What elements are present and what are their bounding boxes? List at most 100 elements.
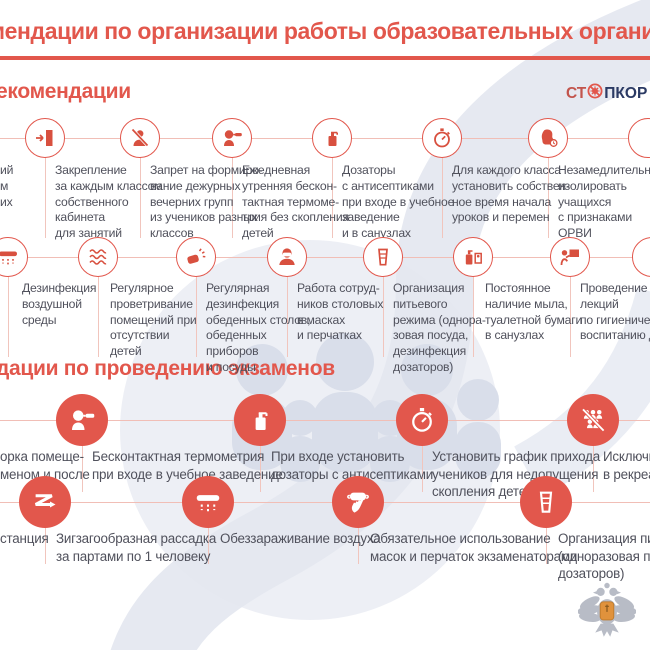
item-divider-line: [422, 420, 423, 492]
item-text-line: с признаками: [558, 210, 632, 225]
item-text-line: (одноразовая пос: [558, 548, 650, 564]
logo-text-prefix: СТ: [566, 84, 587, 102]
glass-icon: [363, 237, 403, 277]
item-divider-line: [546, 502, 547, 564]
item-text-line: Запрет на формиро-: [150, 163, 263, 177]
item-divider-line: [593, 420, 594, 492]
item-text-line: проветривание: [110, 296, 193, 311]
item-text-line: Дезинфекция: [22, 281, 97, 295]
item-text-line: питьевого: [393, 296, 448, 311]
item-text-line: классов: [150, 226, 194, 241]
no-crowd-icon: [567, 394, 619, 446]
item-text-line: орка помеще-: [0, 449, 84, 464]
no-virus-icon: [587, 83, 603, 104]
item-text-line: Регулярное: [110, 281, 174, 295]
item-text-line: масок и перчаток экзаменаторами: [370, 548, 578, 564]
recommendation-item: Исключить в рекреаци: [603, 448, 650, 483]
recommendation-item: Работа сотруд-ников столовых в масках и пе…: [297, 281, 383, 344]
item-text-line: трия без скопления: [242, 210, 349, 225]
connector-line: [0, 257, 650, 258]
recommendation-item: Дезинфекция воздушной среды: [22, 281, 96, 328]
item-text-line: Организация пить: [558, 531, 650, 546]
item-text-line: и в санузлах: [342, 226, 411, 241]
item-text-line: воспитанию дет: [580, 328, 650, 343]
item-divider-line: [442, 138, 443, 238]
recommendation-item: Установить график прихода учеников для не…: [432, 448, 600, 501]
recommendation-item: Дозаторы с антисептиками при входе в учебн…: [342, 163, 454, 242]
item-text-line: Организация: [393, 281, 465, 295]
item-text-line: учащихся: [558, 194, 612, 209]
zigzag-icon: [19, 476, 71, 528]
section-heading-general: екомендации: [0, 80, 131, 103]
item-text-line: утренняя бескон-: [242, 178, 337, 193]
dispenser-icon: [312, 118, 352, 158]
item-text-line: Незамедлительно: [558, 163, 650, 177]
item-text-line: ОРВИ: [558, 226, 592, 241]
page-title: мендации по организации работы образоват…: [0, 18, 650, 44]
item-text-line: и посуды: [206, 359, 256, 374]
recommendation-item: Для каждого класса установить собствен-но…: [452, 163, 570, 226]
item-text-line: вечерних групп: [150, 194, 234, 209]
recommendation-item: Бесконтактная термометрия при входе в уче…: [92, 448, 283, 483]
item-divider-line: [140, 138, 141, 238]
item-text-line: их: [0, 194, 13, 209]
recommendation-item: Регулярное проветривание помещений при отсу…: [110, 281, 197, 360]
thermometry-icon: [212, 118, 252, 158]
item-text-line: детей: [110, 344, 142, 359]
item-divider-line: [260, 420, 261, 492]
lecture-icon: [550, 237, 590, 277]
stopwatch-icon: [396, 394, 448, 446]
mask-worker-icon: [267, 237, 307, 277]
glass-icon: [520, 476, 572, 528]
partial-icon: [632, 237, 650, 277]
item-text-line: Работа сотруд-: [297, 281, 380, 295]
item-divider-line: [45, 502, 46, 564]
item-text-line: для занятий: [55, 226, 122, 241]
recommendation-item: Ежедневная утренняя бескон-тактная термом…: [242, 163, 349, 242]
item-divider-line: [98, 257, 99, 357]
dispenser-icon: [234, 394, 286, 446]
item-text-line: дозаторов): [558, 566, 625, 581]
item-divider-line: [45, 138, 46, 238]
soap-paper-icon: [453, 237, 493, 277]
item-text-line: воздушной: [22, 296, 82, 311]
item-text-line: дозаторов): [393, 359, 454, 374]
item-text-line: по гигиеническо: [580, 312, 650, 327]
item-divider-line: [358, 502, 359, 564]
item-text-line: при входе в учебное заведение: [92, 466, 283, 482]
item-text-line: с антисептиками: [342, 178, 434, 193]
item-text-line: учеников для недопущения: [432, 466, 599, 482]
item-text-line: тактная термоме-: [242, 194, 339, 209]
item-divider-line: [232, 138, 233, 238]
recommendation-item: Организация питьевого режима (однора-зовая…: [393, 281, 486, 376]
item-text-line: из учеников разных: [150, 210, 258, 225]
title-underline-bar: [0, 56, 650, 60]
wipe-icon: [176, 237, 216, 277]
item-text-line: уроков и перемен: [452, 210, 550, 225]
item-text-line: отсутствии: [110, 328, 170, 343]
item-text-line: кабинета: [55, 210, 105, 225]
recommendation-item: Обязательное использование масок и перчат…: [370, 530, 577, 565]
item-text-line: Проведение: [580, 281, 648, 295]
item-text-line: при входе в учебное: [342, 194, 455, 209]
recommendation-item: Закрепление за каждым классом собственного…: [55, 163, 163, 242]
stopcoronavirus-logo: СТ ПКОР: [566, 83, 647, 104]
connector-line: [0, 420, 650, 421]
isolate-icon: [528, 118, 568, 158]
thermometry-icon: [56, 394, 108, 446]
double-headed-eagle-icon: [577, 582, 637, 637]
item-divider-line: [332, 138, 333, 238]
item-text-line: туалетной бумаги: [485, 312, 583, 327]
item-text-line: Закрепление: [55, 163, 127, 177]
item-text-line: за каждым классом: [55, 178, 163, 193]
item-text-line: и перчатках: [297, 328, 362, 343]
item-text-line: дезинфекция: [206, 296, 280, 311]
item-divider-line: [196, 257, 197, 357]
item-text-line: наличие мыла,: [485, 296, 568, 311]
logo-text-suffix: ПКОР: [604, 84, 648, 102]
item-divider-line: [208, 502, 209, 564]
rospotrebnadzor-emblem: [577, 578, 637, 642]
item-text-line: Постоянное: [485, 281, 551, 295]
